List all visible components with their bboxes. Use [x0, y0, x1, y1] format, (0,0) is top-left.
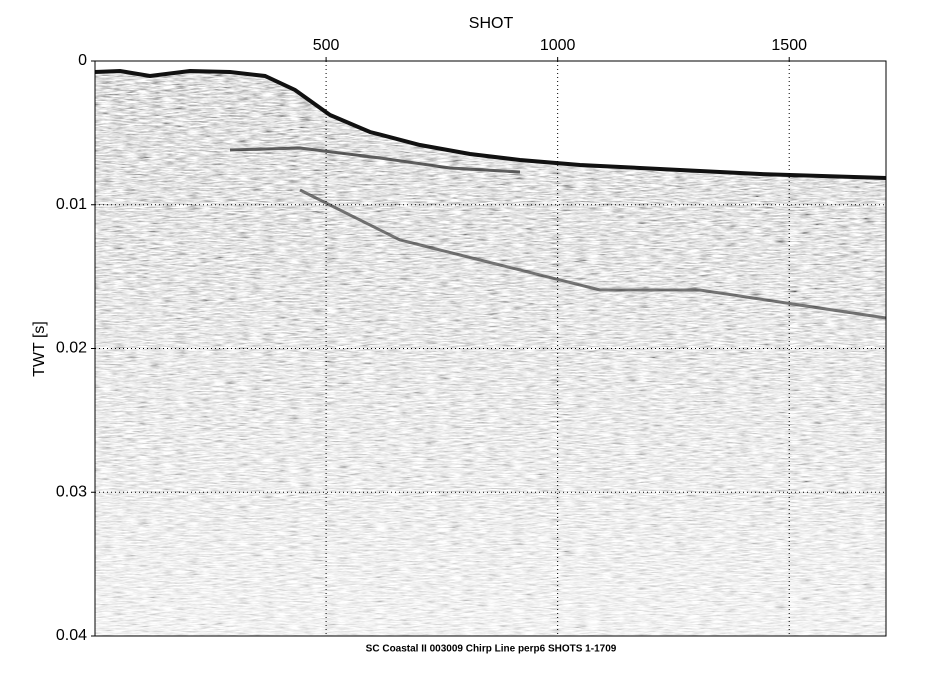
y-axis-label: TWT [s] — [31, 321, 48, 377]
subbottom-reflector — [229, 146, 521, 174]
x-tick-label: 500 — [313, 37, 340, 54]
x-axis-label: SHOT — [469, 15, 514, 32]
seismic-image — [94, 61, 887, 636]
seafloor-reflector — [94, 68, 887, 180]
caption: SC Coastal II 003009 Chirp Line perp6 SH… — [366, 644, 617, 655]
y-tick-label: 0.01 — [56, 196, 87, 213]
y-tick-label: 0.04 — [56, 627, 87, 644]
x-tick-label: 1000 — [540, 37, 576, 54]
y-tick-label: 0.02 — [56, 340, 87, 357]
subbottom-reflector — [299, 188, 887, 320]
y-tick-label: 0.03 — [56, 483, 87, 500]
y-tick-label: 0 — [78, 52, 87, 69]
plot-frame — [94, 60, 887, 637]
water-column — [95, 61, 886, 178]
axes: 500 1000 1500 0 0.01 0.02 0.03 0.04 — [56, 37, 886, 644]
x-tick-label: 1500 — [771, 37, 807, 54]
